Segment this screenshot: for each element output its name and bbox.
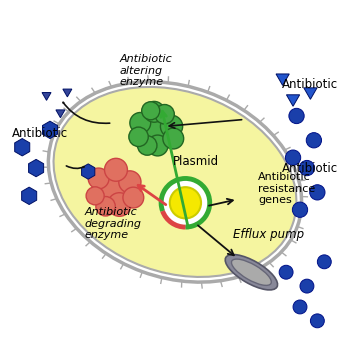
Polygon shape	[304, 88, 317, 99]
Polygon shape	[22, 187, 37, 204]
Circle shape	[96, 197, 115, 216]
Circle shape	[142, 102, 160, 120]
Circle shape	[142, 117, 167, 142]
Circle shape	[279, 265, 293, 279]
Polygon shape	[276, 74, 289, 85]
Circle shape	[161, 178, 210, 227]
Circle shape	[123, 187, 144, 208]
Polygon shape	[56, 110, 65, 118]
Polygon shape	[286, 95, 300, 106]
Circle shape	[144, 102, 164, 122]
Circle shape	[292, 202, 308, 217]
Circle shape	[88, 168, 109, 189]
Text: Antibiotic: Antibiotic	[282, 78, 338, 91]
Text: Efflux pump: Efflux pump	[233, 228, 304, 241]
Circle shape	[306, 133, 322, 148]
Text: Plasmid: Plasmid	[173, 155, 219, 168]
Circle shape	[130, 112, 151, 133]
Circle shape	[86, 187, 104, 205]
Text: Antibiotic: Antibiotic	[12, 127, 68, 140]
Ellipse shape	[231, 259, 271, 285]
Polygon shape	[42, 92, 51, 100]
Circle shape	[129, 127, 148, 147]
FancyArrowPatch shape	[63, 103, 110, 123]
Polygon shape	[82, 164, 95, 179]
Circle shape	[155, 105, 174, 124]
Ellipse shape	[54, 87, 296, 277]
Circle shape	[310, 314, 324, 328]
Circle shape	[108, 193, 131, 216]
Circle shape	[119, 171, 141, 193]
Circle shape	[293, 300, 307, 314]
Polygon shape	[15, 139, 30, 156]
Circle shape	[163, 128, 184, 149]
Polygon shape	[63, 89, 72, 97]
Ellipse shape	[225, 254, 278, 290]
FancyArrowPatch shape	[66, 166, 84, 168]
Circle shape	[299, 160, 315, 176]
Text: Antibiotic
degrading
enzyme: Antibiotic degrading enzyme	[85, 207, 142, 240]
Circle shape	[160, 115, 183, 138]
Text: Antibiotic: Antibiotic	[282, 162, 338, 175]
Text: Antibiotic
resistance
genes: Antibiotic resistance genes	[258, 172, 316, 205]
Polygon shape	[42, 121, 57, 139]
Circle shape	[105, 158, 127, 181]
Circle shape	[310, 185, 325, 200]
Circle shape	[317, 255, 331, 269]
Circle shape	[289, 108, 304, 124]
Circle shape	[147, 135, 168, 156]
Circle shape	[300, 279, 314, 293]
Circle shape	[99, 176, 126, 202]
Circle shape	[170, 187, 201, 218]
Polygon shape	[29, 159, 44, 177]
Text: Antibiotic
altering
enzyme: Antibiotic altering enzyme	[119, 54, 172, 88]
Circle shape	[138, 136, 157, 155]
Circle shape	[285, 150, 301, 165]
